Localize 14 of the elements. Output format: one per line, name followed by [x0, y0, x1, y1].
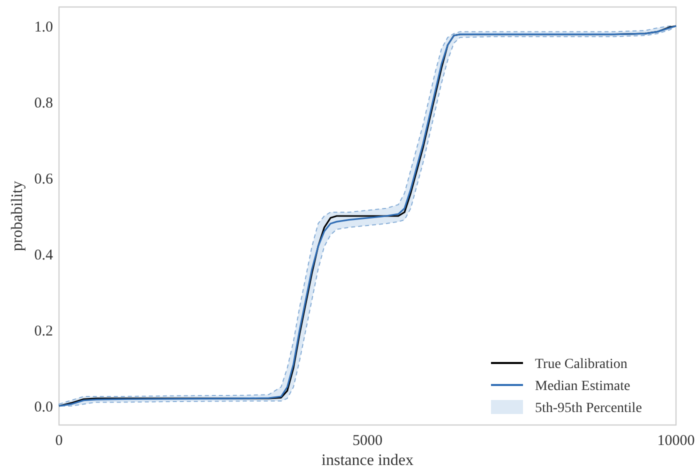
- legend-label: 5th-95th Percentile: [535, 400, 642, 416]
- y-tick-label: 0.6: [34, 171, 54, 188]
- legend-label: True Calibration: [535, 356, 628, 372]
- x-axis-title: instance index: [322, 452, 414, 469]
- y-tick-label: 0.0: [34, 399, 53, 416]
- x-tick-label: 5000: [352, 433, 382, 449]
- y-tick-label: 0.4: [34, 247, 54, 264]
- x-tick-label: 0: [55, 433, 63, 449]
- y-tick-label: 1.0: [34, 19, 53, 36]
- y-axis-title: probability: [9, 180, 26, 252]
- x-tick-label: 10000: [657, 433, 695, 449]
- y-tick-label: 0.2: [34, 323, 53, 340]
- y-tick-label: 0.8: [34, 95, 53, 112]
- legend-label: Median Estimate: [535, 378, 630, 394]
